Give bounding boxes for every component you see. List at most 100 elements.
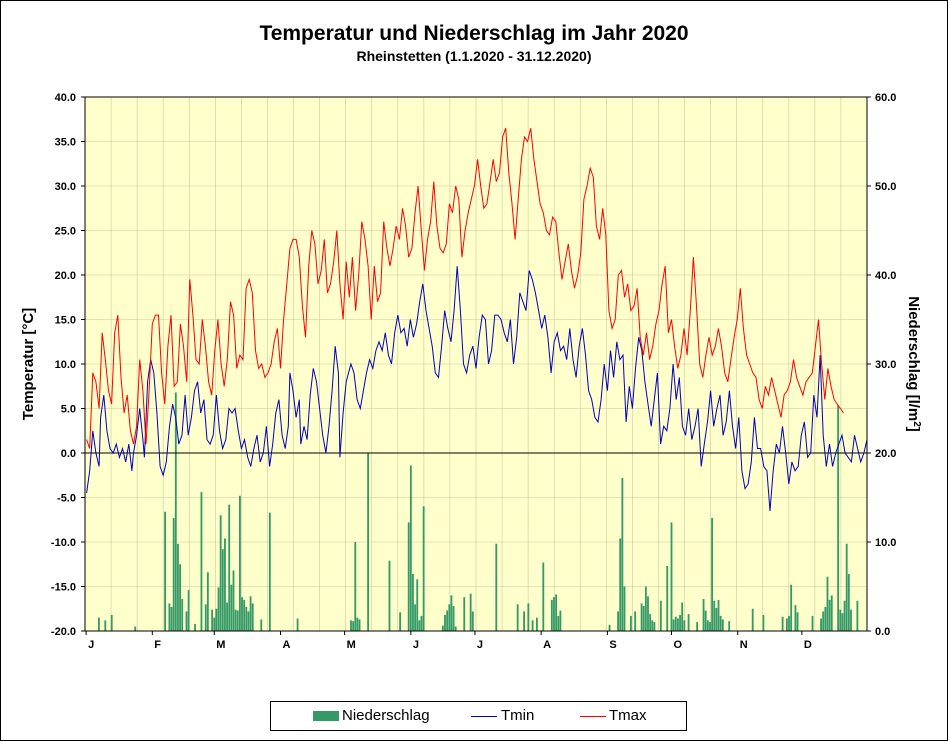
precip-bar	[608, 624, 611, 631]
precip-bar	[226, 602, 228, 631]
precip-bar	[856, 600, 859, 631]
precip-bar	[644, 586, 647, 631]
right-tick-label: 40.0	[875, 270, 896, 282]
precip-bar	[194, 623, 196, 631]
precip-bar	[247, 611, 250, 631]
precip-bar	[228, 504, 231, 631]
precip-bar	[702, 598, 705, 631]
precip-bar	[221, 549, 224, 631]
precip-bar	[715, 607, 718, 631]
legend-label-niederschlag: Niederschlag	[342, 707, 430, 724]
precip-bar	[243, 599, 246, 631]
precip-bar	[174, 392, 177, 631]
precip-bar	[446, 610, 449, 631]
precip-bar	[185, 611, 188, 631]
chart-subtitle: Rheinstetten (1.1.2020 - 31.12.2020)	[356, 48, 592, 64]
precip-bar	[463, 597, 466, 631]
left-tick-label: 0.0	[61, 448, 76, 460]
precip-bar	[527, 603, 530, 631]
precip-bar	[666, 566, 669, 631]
precip-bar	[358, 619, 361, 631]
month-label: A	[283, 639, 291, 651]
precip-bar	[629, 615, 632, 631]
precip-bar	[179, 564, 181, 631]
precip-bar	[704, 610, 707, 631]
precip-bar	[843, 600, 846, 631]
precip-bar	[454, 626, 457, 631]
right-tick-label: 20.0	[875, 448, 896, 460]
month-label: A	[543, 639, 551, 651]
precip-bar	[830, 595, 833, 631]
precip-bar	[557, 615, 560, 631]
y-axis-label-left: Temperatur [°C]	[20, 308, 37, 420]
y-axis-label-right-sup: 2	[911, 421, 922, 427]
precip-bar	[719, 615, 722, 631]
precip-bar	[495, 543, 498, 631]
precip-bar	[168, 603, 171, 631]
precip-bar	[388, 560, 391, 631]
precip-bar	[531, 620, 534, 631]
precip-bar	[452, 606, 455, 631]
precip-bar	[177, 543, 179, 631]
legend: Niederschlag Tmin Tmax	[270, 701, 687, 731]
left-tick-label: -15.0	[51, 582, 76, 594]
precip-bar	[696, 622, 699, 631]
left-tick-label: 40.0	[55, 92, 76, 104]
precip-bar	[642, 606, 645, 631]
right-tick-label: 50.0	[875, 181, 896, 193]
precip-bar	[796, 612, 799, 631]
precip-bar	[687, 614, 690, 631]
precip-bar	[204, 604, 207, 631]
legend-swatch-niederschlag	[313, 711, 339, 721]
precip-bar	[550, 599, 553, 631]
left-tick-label: -20.0	[51, 626, 76, 638]
precip-bar	[717, 599, 720, 631]
precip-bar	[728, 621, 731, 631]
series-line-tmin	[86, 266, 868, 511]
precip-bar	[837, 404, 840, 631]
left-tick-label: 5.0	[61, 404, 76, 416]
precip-bar	[845, 543, 848, 631]
precip-bar	[444, 614, 446, 631]
precip-bar	[822, 611, 825, 631]
left-tick-label: 35.0	[55, 137, 76, 149]
precip-bar	[471, 611, 474, 631]
precip-bar	[828, 599, 831, 631]
precip-bar	[790, 584, 793, 631]
month-label: F	[154, 639, 161, 651]
precip-bar	[788, 615, 790, 631]
precip-bar	[824, 606, 827, 631]
precip-bar	[409, 465, 412, 631]
month-label: M	[216, 639, 225, 651]
precip-bar	[181, 598, 184, 631]
series-line-tmax	[86, 128, 844, 449]
precip-bar	[847, 574, 850, 631]
precip-bar	[356, 617, 359, 631]
precip-bar	[794, 605, 797, 631]
precip-bar	[110, 614, 113, 631]
precip-bar	[811, 615, 814, 631]
right-tick-label: 0.0	[875, 626, 890, 638]
precip-bar	[352, 621, 355, 631]
precip-bar	[354, 542, 357, 631]
precip-bar	[850, 609, 852, 631]
precip-bar	[721, 619, 724, 631]
right-tick-label: 10.0	[875, 537, 896, 549]
left-tick-label: 30.0	[55, 181, 76, 193]
y-axis-label-right: Niederschlag [l/m2]	[905, 296, 922, 432]
left-tick-label: -10.0	[51, 537, 76, 549]
month-label: O	[674, 639, 683, 651]
precip-bar	[104, 620, 107, 631]
month-label: J	[88, 639, 94, 651]
precip-bar	[238, 495, 241, 631]
precip-bar	[217, 587, 220, 631]
precip-bar	[97, 617, 100, 631]
legend-swatch-tmax	[580, 716, 606, 717]
precip-bar	[249, 596, 252, 631]
left-tick-label: -5.0	[57, 493, 76, 505]
precip-bar	[709, 622, 711, 631]
precip-bar	[200, 492, 203, 631]
precip-bar	[553, 597, 555, 631]
precip-bar	[706, 620, 709, 631]
precip-bar	[640, 603, 643, 631]
